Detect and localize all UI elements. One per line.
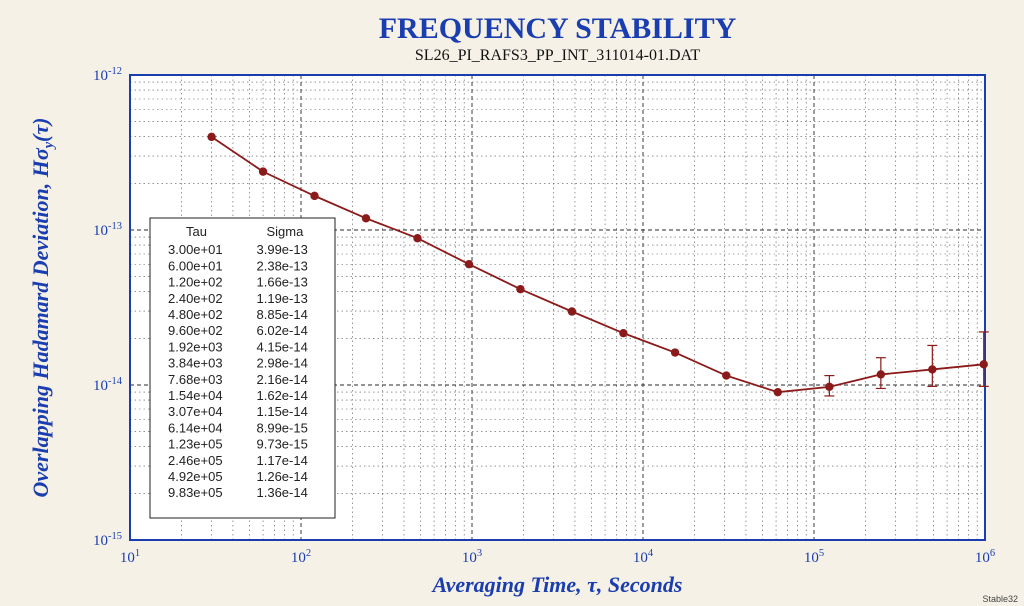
svg-text:1.20e+02: 1.20e+02 — [168, 275, 223, 290]
y-axis-label: Overlapping Hadamard Deviation, Hσy(τ) — [28, 118, 57, 498]
svg-text:1.17e-14: 1.17e-14 — [257, 453, 308, 468]
chart-title: FREQUENCY STABILITY — [379, 12, 737, 45]
svg-text:9.73e-15: 9.73e-15 — [257, 437, 308, 452]
svg-text:1.36e-14: 1.36e-14 — [257, 485, 308, 500]
svg-text:3.84e+03: 3.84e+03 — [168, 356, 223, 371]
svg-text:7.68e+03: 7.68e+03 — [168, 372, 223, 387]
svg-text:6.14e+04: 6.14e+04 — [168, 420, 223, 435]
svg-text:1.92e+03: 1.92e+03 — [168, 339, 223, 354]
svg-text:6.02e-14: 6.02e-14 — [257, 323, 308, 338]
svg-text:4.92e+05: 4.92e+05 — [168, 469, 223, 484]
svg-text:6.00e+01: 6.00e+01 — [168, 258, 223, 273]
svg-text:Sigma: Sigma — [267, 224, 305, 239]
svg-text:2.98e-14: 2.98e-14 — [257, 356, 308, 371]
svg-text:1.15e-14: 1.15e-14 — [257, 404, 308, 419]
svg-text:1.26e-14: 1.26e-14 — [257, 469, 308, 484]
svg-text:2.38e-13: 2.38e-13 — [257, 258, 308, 273]
x-axis-label: Averaging Time, τ, Seconds — [431, 572, 683, 597]
svg-text:1.66e-13: 1.66e-13 — [257, 275, 308, 290]
software-credit: Stable32 — [982, 594, 1018, 604]
frequency-stability-chart: 10110210310410510610-1510-1410-1310-12FR… — [0, 0, 1024, 606]
svg-text:2.16e-14: 2.16e-14 — [257, 372, 308, 387]
svg-text:2.40e+02: 2.40e+02 — [168, 291, 223, 306]
chart-stage: 10110210310410510610-1510-1410-1310-12FR… — [0, 0, 1024, 606]
svg-text:1.62e-14: 1.62e-14 — [257, 388, 308, 403]
svg-text:2.46e+05: 2.46e+05 — [168, 453, 223, 468]
svg-text:1.54e+04: 1.54e+04 — [168, 388, 223, 403]
svg-text:Tau: Tau — [186, 224, 207, 239]
svg-text:4.80e+02: 4.80e+02 — [168, 307, 223, 322]
svg-text:9.83e+05: 9.83e+05 — [168, 485, 223, 500]
chart-subtitle: SL26_PI_RAFS3_PP_INT_311014-01.DAT — [415, 47, 700, 64]
svg-text:3.99e-13: 3.99e-13 — [257, 242, 308, 257]
svg-text:4.15e-14: 4.15e-14 — [257, 339, 308, 354]
svg-text:3.00e+01: 3.00e+01 — [168, 242, 223, 257]
svg-text:1.23e+05: 1.23e+05 — [168, 437, 223, 452]
svg-text:8.99e-15: 8.99e-15 — [257, 420, 308, 435]
svg-text:8.85e-14: 8.85e-14 — [257, 307, 308, 322]
svg-text:3.07e+04: 3.07e+04 — [168, 404, 223, 419]
data-table: Tau Sigma 3.00e+01 3.99e-13 6.00e+01 2.38e-13… — [150, 218, 335, 518]
svg-text:9.60e+02: 9.60e+02 — [168, 323, 223, 338]
svg-text:1.19e-13: 1.19e-13 — [257, 291, 308, 306]
